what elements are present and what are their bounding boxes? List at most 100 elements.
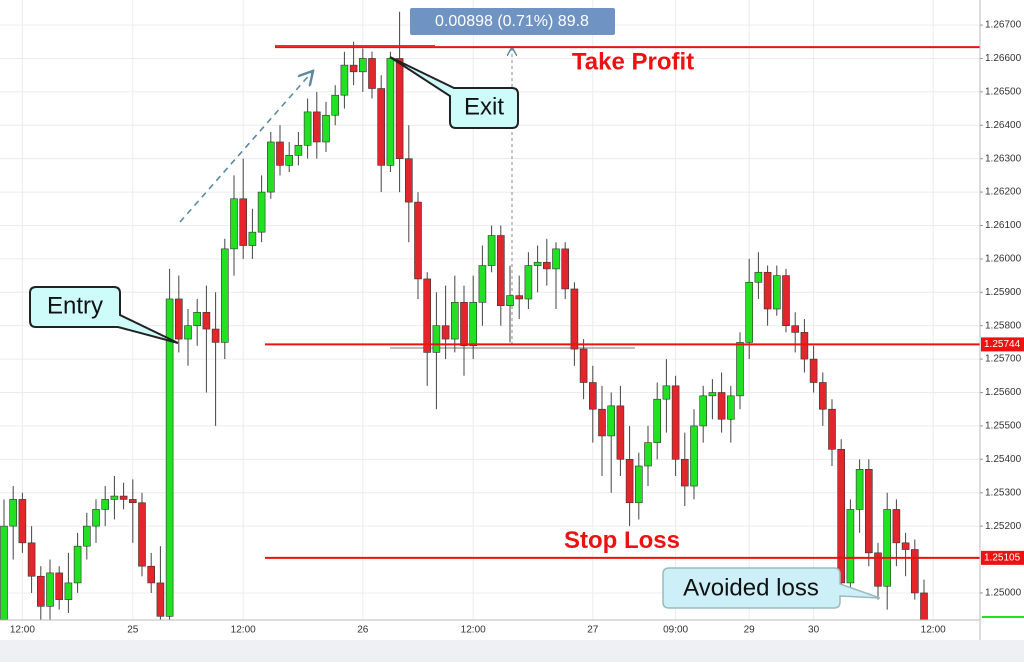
candle-body bbox=[340, 64, 349, 96]
x-tick-label: 12:00 bbox=[461, 625, 486, 636]
x-tick-label: 12:00 bbox=[921, 625, 946, 636]
x-tick-label: 09:00 bbox=[663, 625, 688, 636]
candle-body bbox=[55, 572, 64, 600]
x-tick-label: 27 bbox=[587, 625, 599, 636]
measure-box bbox=[410, 8, 615, 35]
y-tick-label: 1.25800 bbox=[985, 320, 1022, 331]
y-tick-label: 1.26100 bbox=[985, 220, 1022, 231]
candle-body bbox=[460, 302, 468, 347]
candle-body bbox=[432, 325, 441, 353]
axes: 1.25000 1.25200 1.25300 1.25400 1.25500 1.256… bbox=[10, 20, 1022, 636]
candle-body bbox=[46, 572, 54, 607]
candle-body bbox=[349, 64, 358, 73]
candle-body bbox=[368, 58, 376, 89]
candle-body bbox=[910, 549, 919, 594]
candle-body bbox=[423, 278, 432, 353]
candle-body bbox=[441, 325, 450, 340]
exit-label: Exit bbox=[464, 93, 504, 120]
entry-label: Entry bbox=[47, 292, 103, 319]
levels: Take Profit 1.25744 Stop Loss 1.25105 bbox=[265, 45, 1024, 565]
candle-body bbox=[358, 58, 367, 73]
candle-body bbox=[855, 469, 864, 510]
candle-body bbox=[312, 111, 321, 143]
candle-body bbox=[588, 382, 597, 410]
candle-body bbox=[763, 271, 772, 310]
candle-body bbox=[745, 281, 754, 343]
candle-body bbox=[478, 265, 487, 303]
candle-body bbox=[552, 248, 560, 270]
candle-body bbox=[800, 332, 809, 360]
candle-body bbox=[257, 191, 266, 233]
y-tick-label: 1.25200 bbox=[985, 521, 1022, 532]
y-tick-label: 1.26700 bbox=[985, 20, 1022, 31]
candle-body bbox=[331, 94, 340, 116]
candle-body bbox=[386, 58, 395, 166]
candle-body bbox=[276, 141, 284, 166]
candle-body bbox=[175, 298, 183, 340]
y-tick-label: 1.26300 bbox=[985, 153, 1022, 164]
y-tick-label: 1.25300 bbox=[985, 487, 1022, 498]
candle-body bbox=[644, 442, 652, 467]
candle-body bbox=[791, 325, 800, 333]
candle-body bbox=[83, 525, 91, 547]
candle-body bbox=[818, 382, 827, 410]
x-tick-label: 26 bbox=[357, 625, 369, 636]
candle-body bbox=[119, 495, 128, 500]
candle-body bbox=[699, 395, 708, 427]
candle-body bbox=[625, 459, 634, 504]
candle-body bbox=[892, 509, 901, 544]
candle-body bbox=[708, 392, 717, 397]
level-price-box bbox=[981, 550, 1024, 565]
candle-body bbox=[294, 145, 303, 156]
y-tick-label: 1.26200 bbox=[985, 187, 1022, 198]
level-name: Stop Loss bbox=[564, 527, 680, 554]
candle-body bbox=[285, 155, 294, 166]
candle-body bbox=[496, 235, 505, 306]
candle-body bbox=[0, 525, 8, 620]
y-tick-label: 1.26000 bbox=[985, 254, 1022, 265]
level-price-label: 1.25744 bbox=[984, 339, 1021, 350]
x-tick-label: 30 bbox=[808, 625, 820, 636]
candle-body bbox=[533, 261, 542, 266]
candle-body bbox=[404, 158, 413, 203]
candle-body bbox=[101, 499, 109, 510]
candle-body bbox=[450, 302, 459, 340]
candle-body bbox=[64, 582, 73, 600]
y-tick-label: 1.26600 bbox=[985, 53, 1022, 64]
entry-callout bbox=[29, 286, 179, 344]
candle-body bbox=[322, 114, 330, 143]
candle-body bbox=[874, 552, 882, 587]
candle-body bbox=[248, 231, 257, 246]
candle-body bbox=[542, 261, 551, 270]
x-tick-label: 12:00 bbox=[231, 625, 256, 636]
candle-body bbox=[211, 328, 220, 343]
candle-body bbox=[506, 295, 514, 306]
candle-body bbox=[828, 408, 836, 450]
candle-body bbox=[561, 248, 570, 290]
candle-body bbox=[515, 295, 524, 300]
candle-body bbox=[653, 398, 662, 443]
x-tick-label: 25 bbox=[127, 625, 139, 636]
candle-body bbox=[469, 302, 478, 347]
candle-body bbox=[202, 312, 211, 330]
y-tick-label: 1.26400 bbox=[985, 120, 1022, 131]
candle-body bbox=[414, 201, 422, 280]
candle-body bbox=[92, 509, 100, 527]
candle-body bbox=[680, 459, 689, 487]
candle-body bbox=[129, 499, 137, 504]
candle-body bbox=[883, 509, 892, 587]
candle-body bbox=[184, 325, 192, 340]
candle-body bbox=[377, 88, 386, 166]
candle-body bbox=[754, 271, 763, 283]
candle-body bbox=[147, 565, 155, 584]
trend-arrow bbox=[179, 72, 312, 223]
y-tick-label: 1.25600 bbox=[985, 387, 1022, 398]
candle-body bbox=[579, 348, 588, 383]
candle-body bbox=[73, 545, 82, 584]
candle-body bbox=[138, 502, 146, 567]
avoided-label: Avoided loss bbox=[683, 574, 819, 601]
candle-body bbox=[487, 235, 496, 266]
x-tick-label: 29 bbox=[744, 625, 756, 636]
